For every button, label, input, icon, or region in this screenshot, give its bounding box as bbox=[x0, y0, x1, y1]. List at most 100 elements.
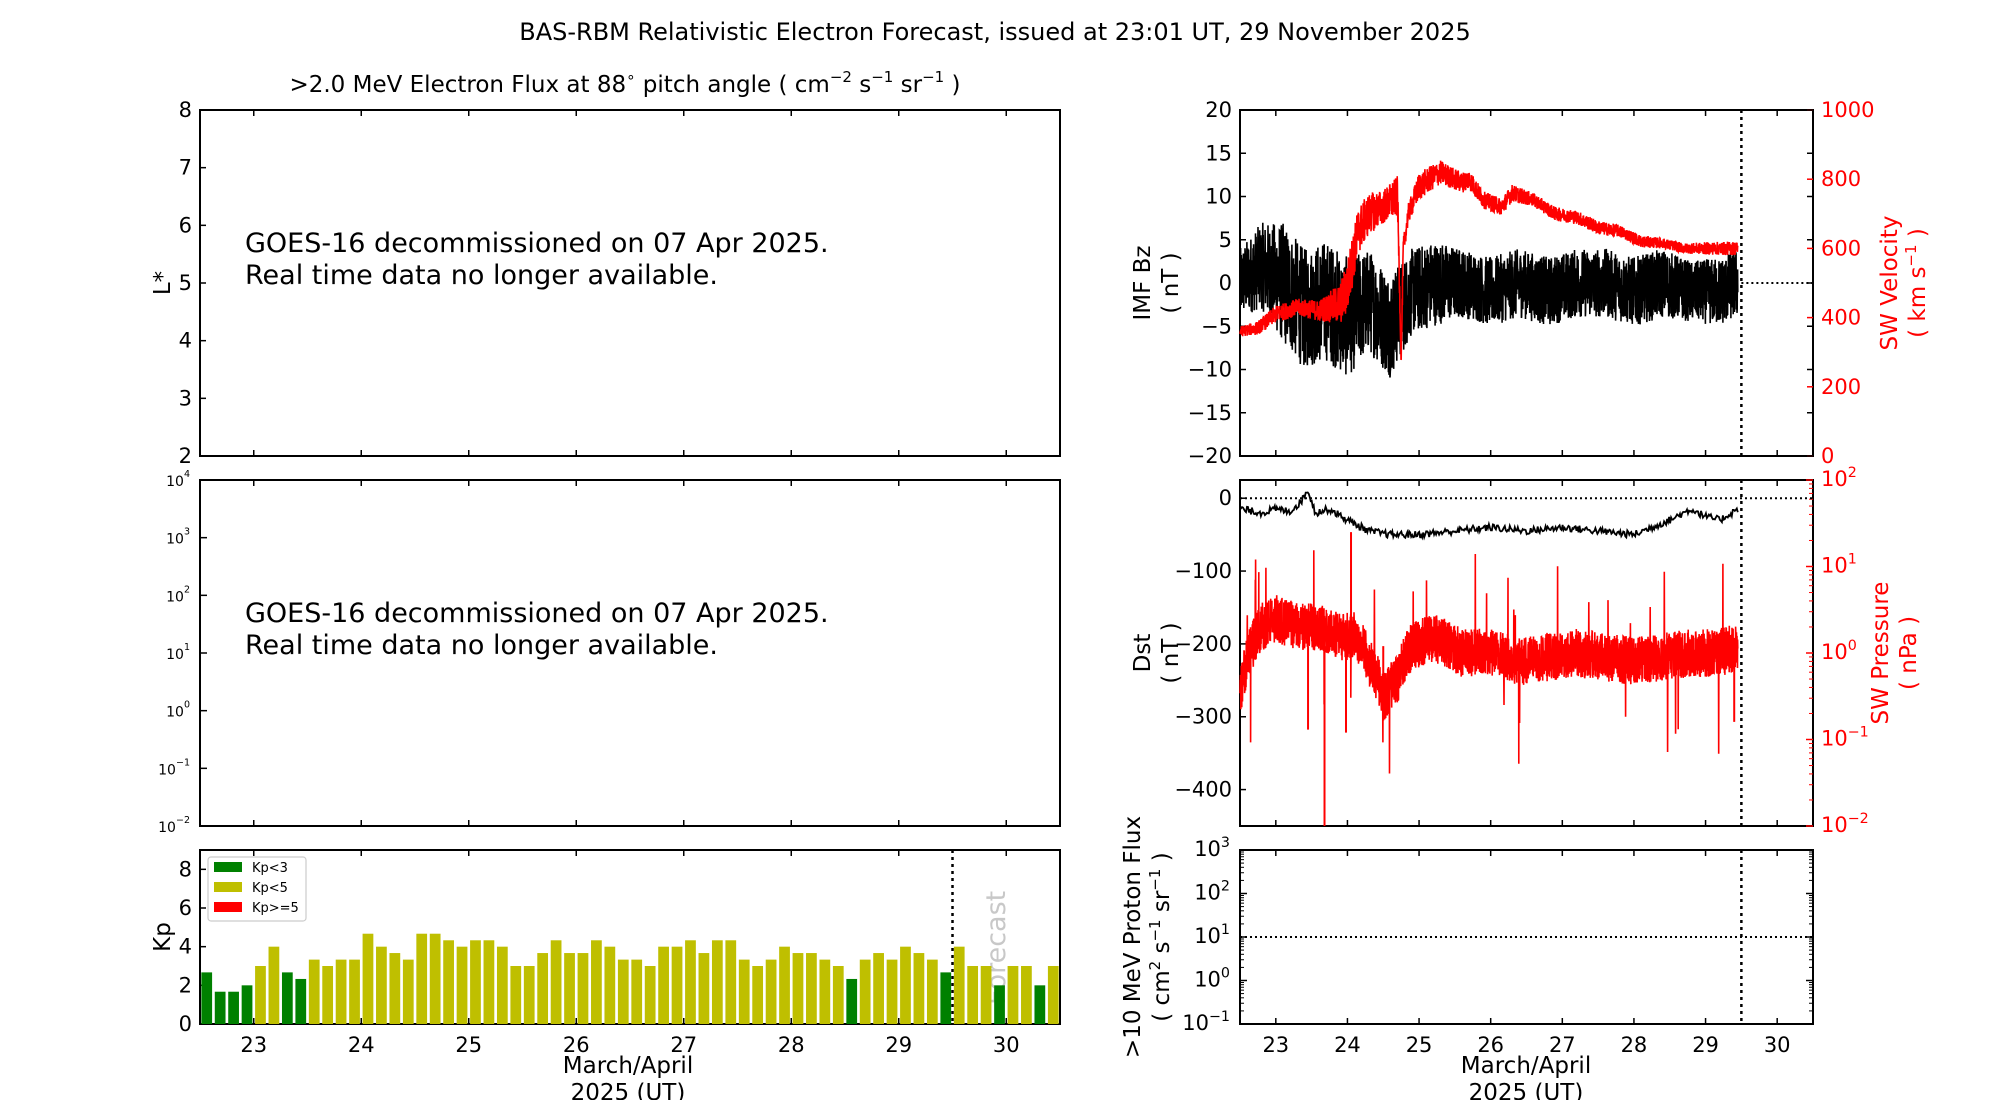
kp-bar bbox=[819, 959, 831, 1024]
kp-xlabel-line2: 2025 (UT) bbox=[571, 1080, 686, 1100]
dst-line bbox=[1239, 491, 1739, 541]
sw-pressure-ylabel: SW Pressure ( nPa ) bbox=[1868, 582, 1922, 725]
flux-ytick-label: 100 bbox=[166, 700, 190, 721]
proton-xtick-label: 28 bbox=[1621, 1033, 1648, 1057]
kp-bar bbox=[711, 940, 723, 1024]
proton-xtick-label: 30 bbox=[1764, 1033, 1791, 1057]
kp-legend: Kp<3 Kp<5 Kp>=5 bbox=[207, 856, 307, 922]
imf-ylabel-unit: ( nT ) bbox=[1158, 252, 1184, 313]
kp-bar bbox=[671, 946, 683, 1024]
kp-xtick-label: 30 bbox=[993, 1033, 1020, 1057]
lstar-notice: GOES-16 decommissioned on 07 Apr 2025. bbox=[245, 228, 829, 259]
legend-label-kp-mid: Kp<5 bbox=[252, 881, 288, 896]
kp-bar bbox=[644, 966, 656, 1024]
lstar-ytick-label: 7 bbox=[179, 156, 192, 180]
lstar-ytick-label: 6 bbox=[179, 213, 192, 237]
kp-xtick-label: 26 bbox=[563, 1033, 590, 1057]
kp-bar bbox=[214, 991, 226, 1024]
kp-bar bbox=[456, 946, 468, 1024]
kp-bar bbox=[1021, 966, 1032, 1024]
imf-ytick-label: 5 bbox=[1219, 228, 1232, 252]
kp-bar bbox=[591, 940, 602, 1024]
kp-bar bbox=[577, 953, 589, 1024]
legend-swatch-kp-high bbox=[214, 902, 242, 912]
flux-ytick-label: 10−1 bbox=[158, 757, 190, 778]
dst-ytick-label: −100 bbox=[1174, 559, 1232, 583]
kp-bar bbox=[295, 978, 307, 1024]
sw-velocity-ytick-label: 800 bbox=[1821, 167, 1861, 191]
kp-ytick-label: 8 bbox=[179, 857, 192, 881]
kp-bar bbox=[362, 933, 374, 1024]
flux-ytick-label: 101 bbox=[166, 642, 190, 663]
sw-pressure-ylabel-unit: ( nPa ) bbox=[1896, 616, 1922, 690]
figure-title: BAS-RBM Relativistic Electron Forecast, … bbox=[519, 18, 1471, 46]
imf-ylabel: IMF Bz ( nT ) bbox=[1130, 245, 1184, 320]
kp-bar bbox=[725, 940, 737, 1024]
proton-ylabel-name: >10 MeV Proton Flux bbox=[1120, 816, 1146, 1058]
sw-velocity-ytick-label: 600 bbox=[1821, 236, 1861, 260]
kp-bar bbox=[201, 972, 213, 1024]
kp-ylabel: Kp bbox=[150, 922, 176, 952]
kp-bar bbox=[255, 966, 266, 1024]
imf-series-layer bbox=[1239, 110, 1813, 456]
imf-ytick-label: 20 bbox=[1205, 98, 1232, 122]
imf-ytick-label: −20 bbox=[1188, 444, 1232, 468]
flux-notice-line2: Real time data no longer available. bbox=[245, 630, 718, 661]
kp-bar bbox=[631, 959, 643, 1024]
kp-bar bbox=[886, 959, 898, 1024]
dst-ylabel-name: Dst bbox=[1130, 634, 1156, 673]
sw-pressure-ytick-label: 10−1 bbox=[1821, 725, 1869, 751]
kp-bar bbox=[994, 985, 1005, 1024]
proton-ytick-label: 10−1 bbox=[1182, 1009, 1230, 1035]
proton-xtick-label: 23 bbox=[1262, 1033, 1289, 1057]
kp-xtick-label: 24 bbox=[348, 1033, 375, 1057]
flux-notice: GOES-16 decommissioned on 07 Apr 2025. bbox=[245, 598, 829, 629]
kp-bar bbox=[402, 959, 414, 1024]
kp-bar bbox=[322, 966, 334, 1024]
sw-pressure-ytick-label: 102 bbox=[1821, 465, 1857, 491]
sw-pressure-ytick-label: 100 bbox=[1821, 638, 1857, 664]
flux-ytick-label: 10−2 bbox=[158, 815, 190, 836]
imf-ytick-label: 0 bbox=[1219, 271, 1232, 295]
proton-xtick-label: 27 bbox=[1549, 1033, 1576, 1057]
kp-bar bbox=[550, 940, 562, 1024]
sw-velocity-ytick-label: 0 bbox=[1821, 444, 1834, 468]
kp-bar bbox=[349, 959, 360, 1024]
kp-bar bbox=[1007, 966, 1019, 1024]
dst-series-layer bbox=[1239, 480, 1813, 826]
kp-bar bbox=[510, 966, 522, 1024]
sw-pressure-ytick-label: 101 bbox=[1821, 552, 1857, 578]
kp-bar bbox=[980, 966, 992, 1024]
dst-ylabel: Dst ( nT ) bbox=[1130, 622, 1184, 683]
kp-bar bbox=[658, 946, 669, 1024]
kp-bar bbox=[900, 946, 911, 1024]
imf-ytick-label: −5 bbox=[1201, 314, 1232, 338]
lstar-ytick-label: 5 bbox=[179, 271, 192, 295]
proton-xtick-label: 25 bbox=[1406, 1033, 1433, 1057]
imf-ylabel-name: IMF Bz bbox=[1130, 245, 1156, 320]
lstar-ytick-label: 4 bbox=[179, 329, 192, 353]
kp-bar bbox=[281, 972, 293, 1024]
flux-panel-title: >2.0 MeV Electron Flux at 88∘ pitch angl… bbox=[289, 68, 960, 98]
imf-ytick-label: −10 bbox=[1188, 358, 1232, 382]
kp-bar bbox=[537, 953, 549, 1024]
dst-ytick-label: 0 bbox=[1219, 486, 1232, 510]
proton-ytick-label: 103 bbox=[1194, 835, 1230, 861]
sw-velocity-ytick-label: 1000 bbox=[1821, 98, 1874, 122]
kp-bar bbox=[779, 946, 790, 1024]
kp-bar bbox=[1047, 966, 1059, 1024]
kp-ytick-label: 0 bbox=[179, 1012, 192, 1036]
sw-pressure-line bbox=[1239, 550, 1739, 774]
axis-ticks-layer: 23 24 25 26 27 28 29 30 23 24 25 26 27 28 29 3023456781… bbox=[158, 98, 1874, 1057]
kp-ytick-label: 2 bbox=[179, 973, 192, 997]
proton-xtick-label: 24 bbox=[1334, 1033, 1361, 1057]
legend-swatch-kp-low bbox=[214, 862, 242, 872]
proton-series-layer bbox=[1240, 850, 1813, 1024]
sw-velocity-ylabel-name: SW Velocity bbox=[1877, 216, 1903, 351]
kp-bar bbox=[564, 953, 575, 1024]
kp-bar bbox=[738, 959, 750, 1024]
imf-ytick-label: 15 bbox=[1205, 141, 1232, 165]
kp-bar bbox=[604, 946, 616, 1024]
kp-bar bbox=[967, 966, 979, 1024]
lstar-notice-line2: Real time data no longer available. bbox=[245, 260, 718, 291]
